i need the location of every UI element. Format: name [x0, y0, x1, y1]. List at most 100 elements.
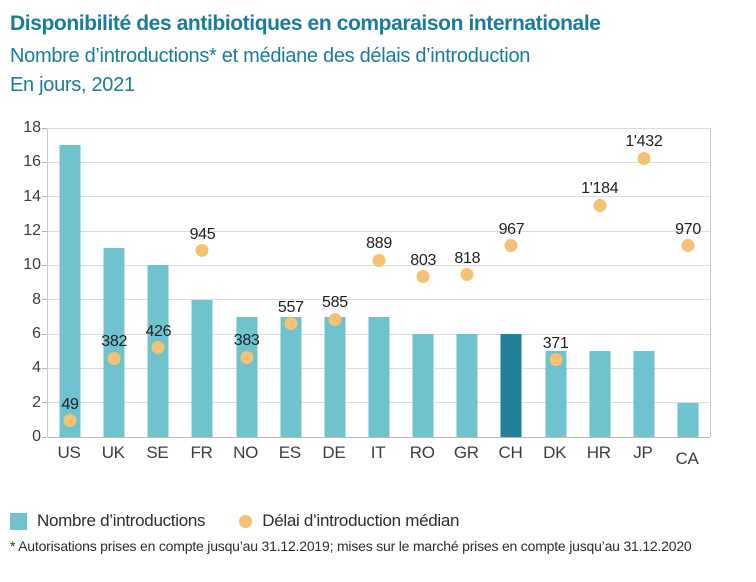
median-delay-value-it: 889: [366, 235, 392, 253]
median-delay-value-se: 426: [145, 322, 172, 340]
chart-column-ca: 970: [666, 128, 710, 437]
plot-area: 49 382 426 945 383 557 585 889 803 818 967 371 1'184…: [42, 127, 711, 438]
bar-es: [280, 316, 302, 437]
x-axis-label-no: NO: [233, 443, 259, 462]
y-tick: [42, 264, 47, 266]
chart-subtitle-2: En jours, 2021: [10, 74, 135, 96]
y-tick: [42, 161, 47, 163]
median-delay-value-ca: 970: [675, 220, 701, 238]
y-axis-label: 12: [23, 222, 41, 239]
y-tick: [42, 196, 47, 198]
x-axis-label-ca: CA: [675, 449, 699, 468]
median-delay-value-ro: 803: [410, 251, 437, 269]
median-delay-dot-ch: [504, 239, 518, 253]
gridline: [48, 299, 710, 301]
median-delay-dot-fr: [195, 244, 209, 258]
chart-column-se: 426: [136, 128, 180, 437]
y-tick: [42, 299, 47, 301]
x-axis-label-de: DE: [322, 443, 346, 462]
y-axis-label: 8: [32, 290, 41, 308]
median-delay-dot-ro: [416, 270, 430, 283]
median-delay-dot-us: [63, 414, 77, 428]
median-delay-value-us: 49: [61, 395, 79, 413]
x-axis-label-dk: DK: [543, 443, 567, 462]
median-delay-dot-es: [284, 317, 298, 331]
bar-fr: [191, 299, 213, 437]
y-axis-label: 4: [32, 359, 41, 377]
bar-dk: [545, 351, 567, 437]
chart-column-es: 557: [269, 128, 313, 437]
legend-bar-swatch-icon: [10, 512, 27, 530]
chart-column-it: 889: [357, 128, 401, 437]
bar-ch: [500, 334, 522, 437]
x-axis-label-gr: GR: [453, 443, 479, 462]
x-axis-label-it: IT: [370, 443, 386, 462]
median-delay-dot-uk: [107, 351, 121, 365]
y-axis-label: 18: [23, 119, 41, 136]
bar-hr: [589, 351, 611, 437]
median-delay-dot-no: [240, 350, 254, 364]
bar-columns: 49 382 426 945 383 557 585 889 803 818 967 371 1'184…: [48, 128, 710, 437]
chart-column-fr: 945: [180, 128, 224, 437]
median-delay-value-jp: 1'432: [625, 133, 663, 151]
chart-header: Disponibilité des antibiotiques en compa…: [10, 10, 750, 100]
median-delay-value-ch: 967: [498, 220, 525, 238]
x-axis-label-hr: HR: [586, 443, 611, 462]
median-delay-value-hr: 1'184: [581, 180, 619, 198]
x-axis-label-ch: CH: [498, 443, 523, 462]
x-axis-label-ro: RO: [409, 443, 435, 462]
legend-dots-label: Délai d’introduction médian: [262, 511, 460, 530]
median-delay-dot-jp: [637, 151, 651, 165]
x-axis-label-es: ES: [278, 443, 301, 462]
median-delay-value-de: 585: [322, 294, 348, 312]
median-delay-dot-de: [328, 312, 342, 326]
chart-title: Disponibilité des antibiotiques en compa…: [10, 12, 601, 35]
bar-gr: [456, 334, 478, 437]
median-delay-dot-gr: [460, 268, 474, 282]
x-axis-label-jp: JP: [633, 443, 653, 462]
chart-column-ro: 803: [401, 128, 445, 437]
bar-it: [368, 316, 390, 437]
median-delay-dot-dk: [549, 353, 563, 367]
gridline: [48, 128, 710, 129]
y-axis: 0 2 4 6 8 10 12 14 16 18: [0, 120, 41, 445]
median-delay-value-gr: 818: [454, 249, 481, 267]
y-tick: [42, 367, 47, 369]
chart-subtitle: Nombre d’introductions* et médiane des d…: [10, 45, 531, 67]
x-axis-label-uk: UK: [101, 443, 125, 462]
bar-uk: [103, 248, 125, 437]
bar-de: [324, 316, 346, 437]
median-delay-dot-it: [372, 253, 386, 267]
x-axis-label-fr: FR: [190, 443, 213, 462]
legend-dot-swatch-icon: [239, 514, 253, 528]
x-axis-label-us: US: [57, 443, 81, 462]
chart-column-hr: 1'184: [578, 128, 622, 437]
median-delay-dot-hr: [593, 198, 607, 212]
median-delay-value-no: 383: [233, 332, 260, 350]
y-axis-label: 6: [32, 325, 41, 342]
gridline: [48, 196, 710, 198]
chart-column-uk: 382: [92, 128, 136, 437]
median-delay-dot-ca: [681, 239, 695, 253]
median-delay-value-uk: 382: [101, 333, 128, 351]
chart-column-jp: 1'432: [622, 128, 666, 437]
y-axis-label: 2: [32, 393, 41, 411]
bar-us: [59, 145, 81, 437]
y-axis-label: 16: [23, 153, 41, 171]
chart-column-gr: 818: [445, 128, 489, 437]
bar-ro: [412, 334, 434, 437]
chart-column-no: 383: [225, 128, 269, 437]
chart-column-us: 49: [48, 128, 92, 437]
y-tick: [42, 127, 47, 129]
gridline: [48, 230, 710, 232]
legend: Nombre d’introductions Délai d’introduct…: [10, 511, 459, 531]
median-delay-dot-se: [151, 341, 165, 355]
y-axis-label: 14: [23, 187, 41, 205]
bar-ca: [677, 402, 699, 437]
median-delay-value-fr: 945: [189, 225, 216, 243]
footnote: * Autorisations prises en compte jusqu’a…: [10, 538, 692, 554]
chart-column-de: 585: [313, 128, 357, 437]
chart-column-ch: 967: [489, 128, 533, 437]
gridline: [48, 161, 710, 163]
gridline: [48, 436, 710, 438]
